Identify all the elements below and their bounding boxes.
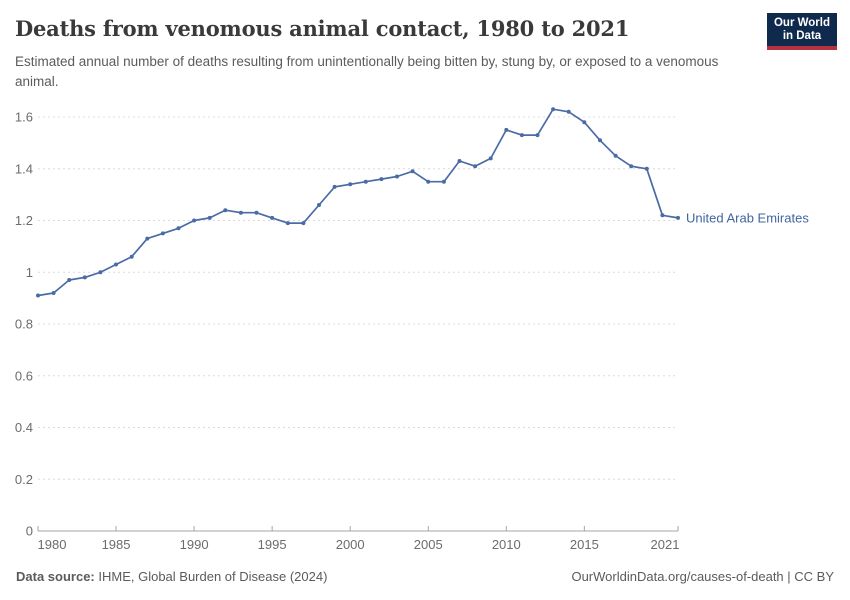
data-point[interactable] [613, 153, 618, 158]
x-tick-label: 1980 [38, 537, 67, 552]
x-tick-label: 2000 [336, 537, 365, 552]
y-tick-label: 0 [26, 524, 33, 539]
data-point[interactable] [145, 236, 150, 241]
data-point[interactable] [301, 221, 306, 226]
data-point[interactable] [598, 138, 602, 143]
owid-credit-link[interactable]: OurWorldinData.org/causes-of-death | CC … [571, 569, 834, 584]
x-tick-label: 1995 [258, 537, 287, 552]
data-point[interactable] [317, 203, 321, 207]
data-point[interactable] [82, 275, 87, 280]
data-point[interactable] [238, 210, 243, 215]
data-point[interactable] [51, 291, 56, 295]
data-point[interactable] [207, 215, 212, 220]
data-point[interactable] [676, 215, 680, 220]
data-source-label: Data source: [16, 569, 95, 584]
y-tick-label: 0.8 [15, 317, 33, 332]
chart-footer: Data source: IHME, Global Burden of Dise… [16, 569, 834, 584]
y-tick-label: 1.4 [15, 161, 33, 176]
data-point[interactable] [129, 254, 134, 259]
data-point[interactable] [629, 164, 634, 169]
data-point[interactable] [67, 278, 72, 282]
data-point[interactable] [332, 184, 337, 189]
data-point[interactable] [285, 221, 290, 226]
data-point[interactable] [192, 218, 197, 223]
data-point[interactable] [582, 120, 587, 125]
data-point[interactable] [176, 226, 181, 231]
data-point[interactable] [441, 179, 446, 184]
data-point[interactable] [395, 174, 399, 179]
y-tick-label: 1.6 [15, 110, 33, 125]
data-point[interactable] [660, 213, 665, 218]
data-point[interactable] [36, 293, 40, 298]
y-tick-label: 1 [26, 265, 33, 280]
data-point[interactable] [410, 169, 415, 174]
data-point[interactable] [457, 159, 462, 163]
owid-logo[interactable]: Our World in Data [767, 13, 837, 51]
y-tick-label: 1.2 [15, 213, 33, 228]
data-point[interactable] [114, 262, 118, 267]
y-tick-label: 0.4 [15, 420, 33, 435]
data-point[interactable] [363, 179, 368, 184]
data-point[interactable] [348, 182, 353, 187]
data-point[interactable] [566, 109, 571, 114]
data-point[interactable] [223, 208, 228, 213]
data-point[interactable] [535, 133, 540, 138]
data-point[interactable] [504, 127, 509, 132]
x-tick-label: 2015 [570, 537, 599, 552]
x-tick-label: 2005 [414, 537, 443, 552]
owid-logo-line2: in Data [782, 30, 822, 43]
data-point[interactable] [473, 164, 478, 169]
data-point[interactable] [488, 156, 493, 161]
data-point[interactable] [98, 270, 103, 275]
x-tick-label: 1985 [102, 537, 131, 552]
x-tick-label: 2021 [651, 537, 680, 552]
data-point[interactable] [426, 179, 431, 184]
chart-title: Deaths from venomous animal contact, 198… [15, 16, 630, 41]
data-source-note: Data source: IHME, Global Burden of Dise… [16, 569, 327, 584]
y-tick-label: 0.6 [15, 368, 33, 383]
data-point[interactable] [160, 231, 165, 236]
y-tick-label: 0.2 [15, 472, 33, 487]
chart-subtitle: Estimated annual number of deaths result… [15, 54, 719, 90]
data-source-text: IHME, Global Burden of Disease (2024) [94, 569, 328, 584]
data-point[interactable] [270, 215, 275, 220]
owid-logo-line1: Our World [773, 17, 830, 29]
x-tick-label: 1990 [180, 537, 209, 552]
data-point[interactable] [379, 177, 384, 182]
x-tick-label: 2010 [492, 537, 521, 552]
data-point[interactable] [551, 107, 556, 112]
data-point[interactable] [254, 210, 259, 215]
data-point[interactable] [519, 133, 524, 138]
entity-label[interactable]: United Arab Emirates [686, 210, 809, 225]
data-line[interactable] [37, 108, 679, 297]
data-point[interactable] [644, 166, 649, 171]
